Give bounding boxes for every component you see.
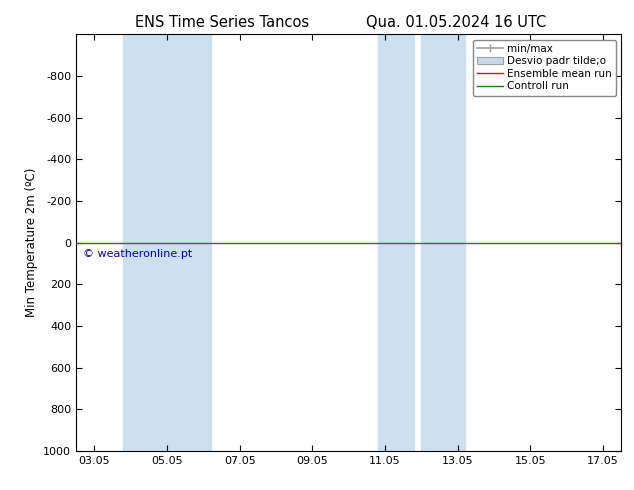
Y-axis label: Min Temperature 2m (ºC): Min Temperature 2m (ºC) [25,168,37,317]
Text: ENS Time Series Tancos: ENS Time Series Tancos [135,15,309,30]
Text: Qua. 01.05.2024 16 UTC: Qua. 01.05.2024 16 UTC [366,15,547,30]
Text: © weatheronline.pt: © weatheronline.pt [83,249,193,259]
Legend: min/max, Desvio padr tilde;o, Ensemble mean run, Controll run: min/max, Desvio padr tilde;o, Ensemble m… [473,40,616,96]
Bar [422,34,465,451]
Bar [378,34,414,451]
Bar [124,34,210,451]
